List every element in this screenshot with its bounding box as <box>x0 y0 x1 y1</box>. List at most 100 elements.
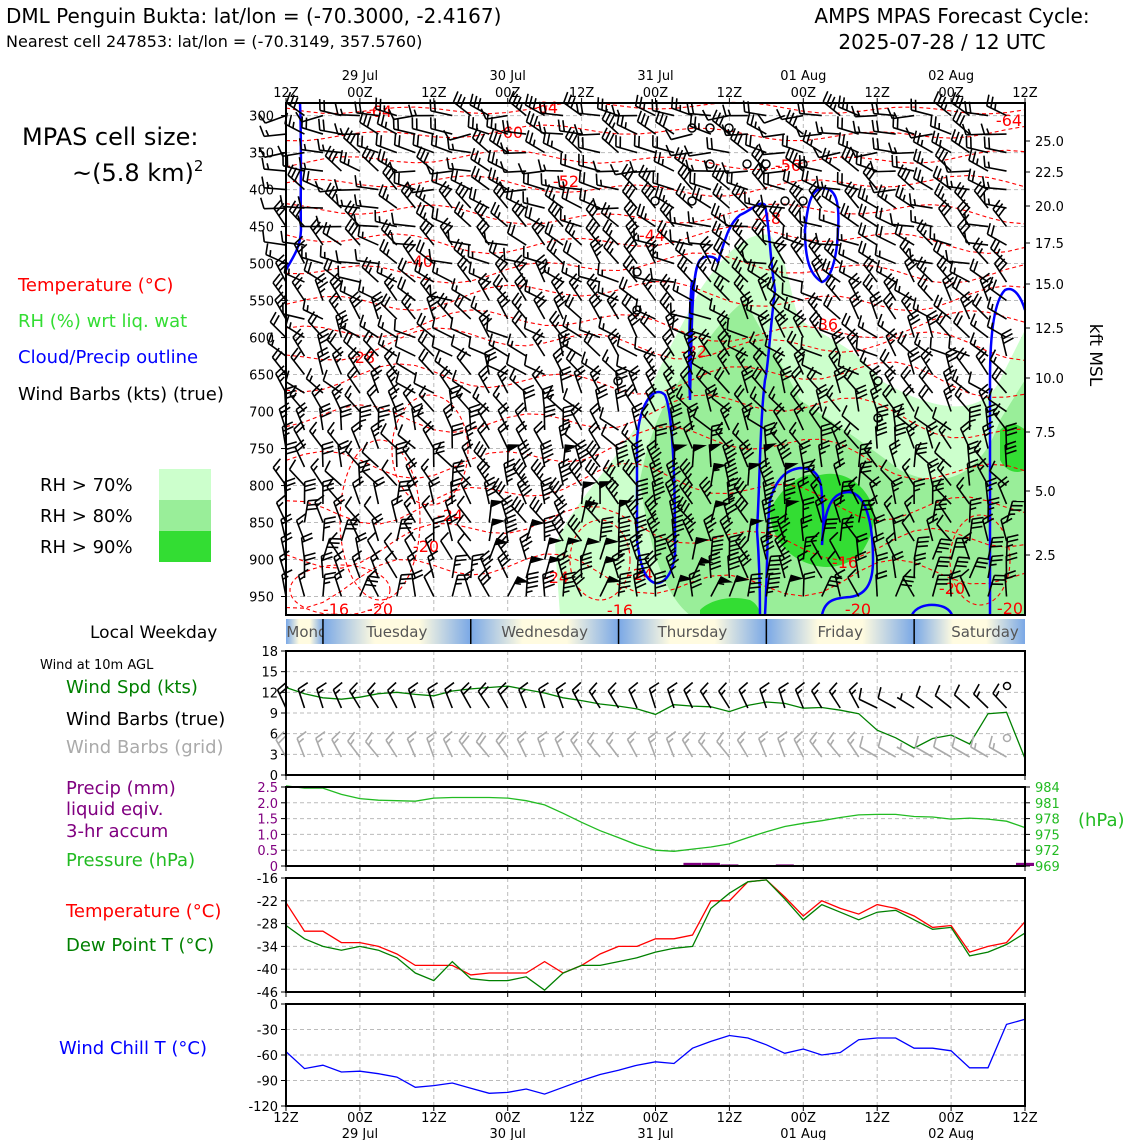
barb-flag <box>602 516 614 520</box>
profile-wind-barb <box>328 531 343 560</box>
barb-flag <box>608 133 615 145</box>
profile-wind-barb <box>686 102 711 117</box>
temperature-contour <box>285 203 1026 225</box>
profile-wind-barb <box>809 550 823 579</box>
barb-flag <box>800 337 803 349</box>
barb-half <box>735 429 740 437</box>
barb-flag <box>687 336 698 345</box>
profile-wind-barb <box>602 459 620 487</box>
barb-flag <box>676 496 684 508</box>
barb-flag <box>842 521 854 525</box>
barb-staff <box>541 169 564 172</box>
barb-flag <box>435 171 439 184</box>
barb-staff <box>517 446 527 468</box>
barb-flag <box>440 295 448 307</box>
pressure-tick-label: 600 <box>249 332 274 347</box>
barb-staff <box>600 212 620 228</box>
barb-half <box>387 229 392 237</box>
barb-flag <box>559 462 571 470</box>
barb-pennant <box>507 444 522 453</box>
barb-half <box>782 565 789 571</box>
barb-flag <box>491 169 497 182</box>
time-tick-label: 12Z <box>569 86 595 101</box>
barb-flag <box>631 439 643 447</box>
temperature-contour <box>285 506 1026 569</box>
profile-wind-barb <box>363 495 379 524</box>
barb-staff <box>417 339 435 357</box>
barb-flag <box>856 537 868 543</box>
profile-wind-barb <box>821 575 843 597</box>
barb-flag <box>754 369 762 381</box>
barb-staff <box>316 353 324 375</box>
profile-wind-barb <box>395 351 416 376</box>
barb-flag <box>510 496 519 507</box>
profile-wind-barb <box>752 347 767 376</box>
barb-flag <box>849 332 859 342</box>
barb-flag <box>302 298 307 310</box>
barb-staff <box>378 343 398 357</box>
barb-staff <box>532 337 546 357</box>
profile-wind-barb <box>451 369 472 394</box>
barb-flag <box>418 348 426 359</box>
profile-wind-barb <box>721 162 748 174</box>
barb-flag <box>715 167 722 179</box>
barb-flag <box>757 126 764 138</box>
barb-staff <box>782 144 804 154</box>
profile-wind-barb <box>691 185 712 209</box>
profile-wind-barb <box>456 347 472 376</box>
barb-flag <box>326 477 335 488</box>
barb-flag <box>583 189 587 202</box>
barb-staff <box>370 427 380 449</box>
barb-flag <box>495 277 504 288</box>
legend-cloud: Cloud/Precip outline <box>18 347 198 368</box>
barb-flag <box>366 115 372 128</box>
profile-wind-barb <box>568 273 583 301</box>
barb-flag <box>794 188 803 199</box>
profile-wind-barb <box>530 458 546 487</box>
profile-wind-barb <box>310 458 324 486</box>
profile-wind-barb <box>469 93 490 117</box>
barb-flag <box>713 237 720 249</box>
calm-circle <box>761 159 771 169</box>
profile-wind-barb <box>522 191 545 209</box>
barb-flag <box>848 272 858 282</box>
barb-staff <box>679 374 694 394</box>
barb-flag <box>703 513 714 521</box>
barb-flag <box>830 350 840 361</box>
barb-flag <box>439 217 449 228</box>
barb-half <box>299 575 306 581</box>
barb-flag <box>353 194 358 206</box>
profile-wind-barb <box>943 161 970 173</box>
barb-flag <box>667 554 678 563</box>
barb-half <box>386 249 390 256</box>
barb-flag <box>842 516 855 520</box>
barb-flag <box>916 132 922 145</box>
barb-staff <box>264 168 287 172</box>
barb-flag <box>828 579 841 584</box>
barb-staff <box>688 574 694 597</box>
barb-flag <box>799 444 811 451</box>
barb-flag <box>627 465 636 477</box>
barb-flag <box>730 172 733 184</box>
barb-staff <box>953 321 971 339</box>
barb-half <box>679 393 684 400</box>
barb-half <box>611 302 617 309</box>
profile-wind-barb <box>488 240 509 265</box>
profile-wind-barb <box>659 273 675 302</box>
barb-flag <box>328 291 338 302</box>
barb-flag <box>658 113 664 125</box>
profile-wind-barb <box>849 291 863 320</box>
barb-half <box>707 528 714 534</box>
barb-flag <box>750 114 755 126</box>
barb-staff <box>627 317 638 338</box>
barb-flag <box>672 523 684 529</box>
barb-staff <box>451 288 472 302</box>
barb-flag <box>483 558 494 567</box>
profile-wind-barb <box>562 314 583 339</box>
barb-staff <box>546 247 564 265</box>
barb-flag <box>887 107 894 119</box>
profile-wind-barb <box>275 494 287 523</box>
barb-flag <box>739 439 750 448</box>
profile-wind-barb <box>317 118 342 135</box>
barb-flag <box>295 424 305 434</box>
